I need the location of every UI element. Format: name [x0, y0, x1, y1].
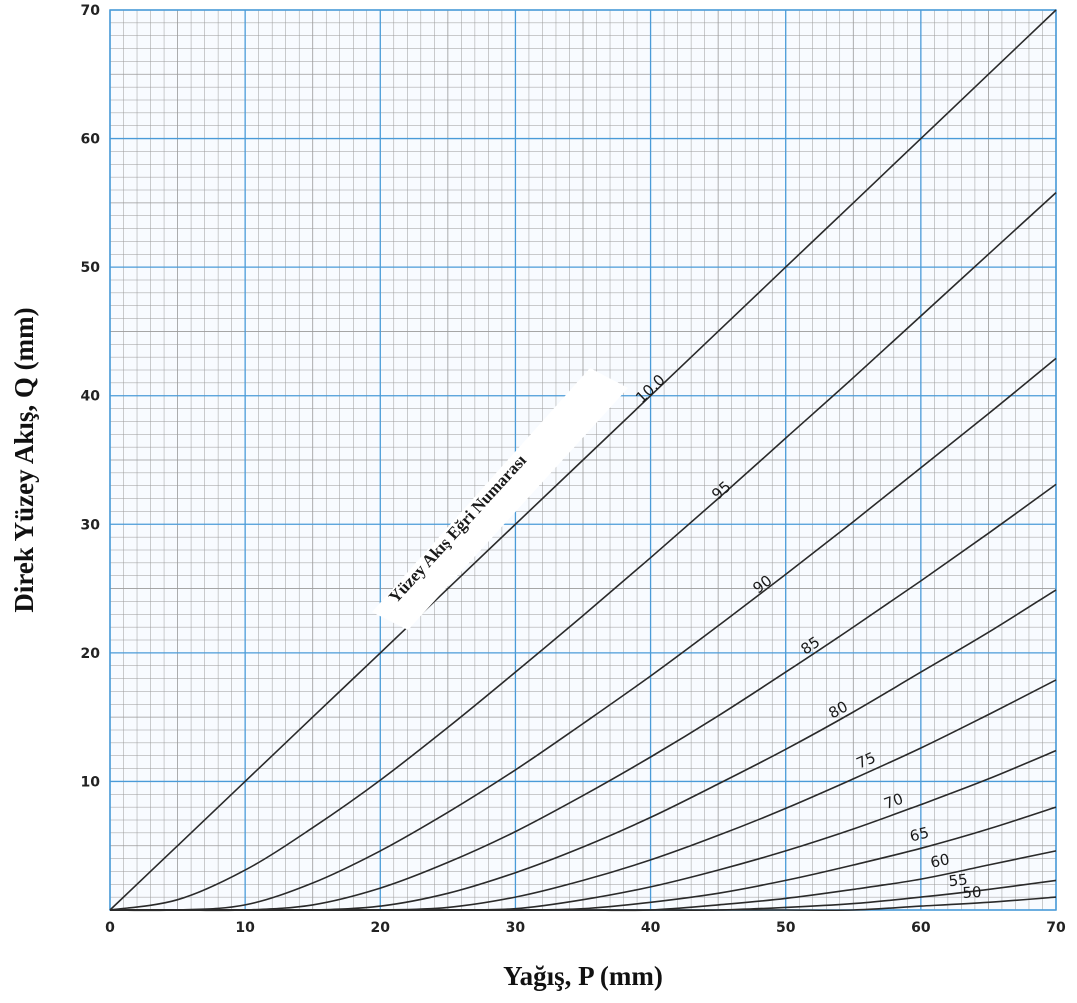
- x-tick-label: 0: [105, 920, 115, 936]
- x-tick-label: 50: [776, 920, 796, 936]
- curve-cn-50: [109, 896, 1057, 912]
- curve-cn-100: [109, 9, 1057, 911]
- curve-label-60: 60: [929, 850, 951, 872]
- curve-label-65: 65: [908, 823, 931, 845]
- x-tick-label: 40: [641, 920, 661, 936]
- curve-label-50: 50: [962, 883, 982, 902]
- curve-cn-95: [109, 192, 1057, 911]
- y-axis-ticks: 10 20 30 40 50 60 70: [81, 3, 101, 790]
- curve-cn-90: [109, 357, 1057, 912]
- y-tick-label: 20: [81, 646, 101, 662]
- x-tick-label: 20: [371, 920, 391, 936]
- x-tick-label: 60: [911, 920, 931, 936]
- x-tick-label: 10: [235, 920, 255, 936]
- curves: [109, 9, 1057, 912]
- legend-background: [372, 368, 628, 630]
- y-tick-label: 30: [81, 517, 101, 533]
- y-tick-label: 40: [81, 389, 101, 405]
- y-axis-title: Direk Yüzey Akış, Q (mm): [9, 307, 39, 612]
- x-axis-title: Yağış, P (mm): [503, 961, 663, 991]
- x-tick-label: 30: [506, 920, 526, 936]
- curve-label-70: 70: [882, 790, 906, 813]
- curve-cn-85: [109, 483, 1057, 912]
- y-tick-label: 60: [81, 132, 101, 148]
- y-tick-label: 70: [81, 3, 101, 19]
- y-tick-label: 50: [81, 260, 101, 276]
- curve-label-55: 55: [948, 870, 969, 890]
- x-tick-label: 70: [1046, 920, 1066, 936]
- x-axis-ticks: 0 10 20 30 40 50 60 70: [105, 920, 1066, 936]
- y-tick-label: 10: [81, 774, 101, 790]
